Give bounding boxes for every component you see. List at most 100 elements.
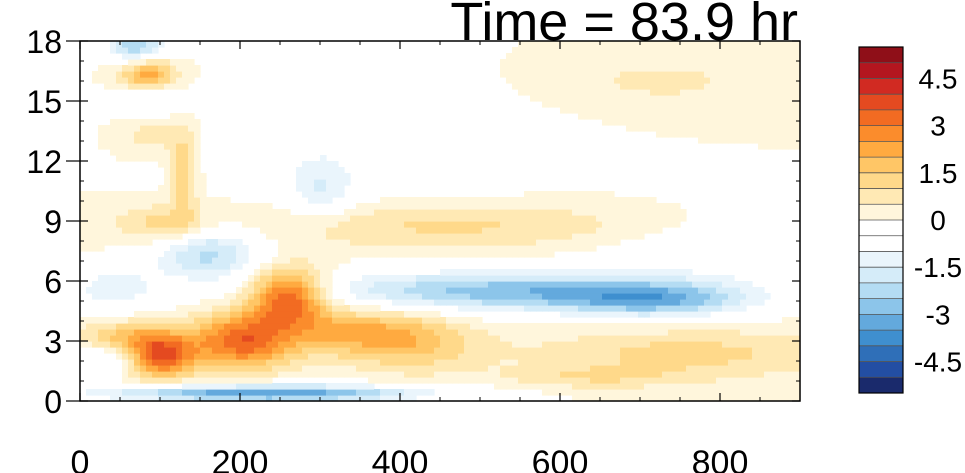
heatmap-cell — [662, 269, 669, 276]
heatmap-cell — [638, 221, 645, 228]
heatmap-cell — [686, 287, 693, 294]
heatmap-cell — [788, 335, 795, 342]
heatmap-cell — [194, 353, 201, 360]
heatmap-cell — [644, 311, 651, 318]
heatmap-cell — [434, 287, 441, 294]
heatmap-cell — [344, 365, 351, 372]
heatmap-cell — [524, 83, 531, 90]
heatmap-cell — [170, 179, 177, 186]
heatmap-cell — [374, 353, 381, 360]
heatmap-cell — [638, 65, 645, 72]
heatmap-cell — [692, 305, 699, 312]
heatmap-cell — [740, 335, 747, 342]
heatmap-cell — [548, 245, 555, 252]
heatmap-cell — [506, 359, 513, 366]
heatmap-cell — [386, 359, 393, 366]
heatmap-cell — [692, 293, 699, 300]
heatmap-cell — [500, 203, 507, 210]
heatmap-cell — [266, 395, 273, 402]
heatmap-cell — [602, 221, 609, 228]
heatmap-cell — [602, 329, 609, 336]
heatmap-cell — [572, 227, 579, 234]
heatmap-cell — [326, 257, 333, 264]
heatmap-cell — [722, 113, 729, 120]
heatmap-cell — [650, 281, 657, 288]
heatmap-cell — [644, 197, 651, 204]
heatmap-cell — [584, 287, 591, 294]
heatmap-cell — [626, 221, 633, 228]
heatmap-cell — [146, 71, 153, 78]
heatmap-cell — [758, 371, 765, 378]
heatmap-cell — [452, 335, 459, 342]
heatmap-cell — [302, 179, 309, 186]
heatmap-cell — [632, 233, 639, 240]
heatmap-cell — [470, 335, 477, 342]
heatmap-cell — [158, 137, 165, 144]
heatmap-cell — [512, 269, 519, 276]
heatmap-cell — [530, 233, 537, 240]
heatmap-cell — [386, 239, 393, 246]
heatmap-cell — [590, 281, 597, 288]
heatmap-cell — [602, 119, 609, 126]
heatmap-cell — [80, 329, 87, 336]
heatmap-cell — [674, 215, 681, 222]
heatmap-cell — [332, 329, 339, 336]
heatmap-cell — [566, 101, 573, 108]
heatmap-cell — [194, 209, 201, 216]
heatmap-cell — [416, 371, 423, 378]
heatmap-cell — [794, 365, 801, 372]
heatmap-cell — [644, 329, 651, 336]
heatmap-cell — [440, 245, 447, 252]
heatmap-cell — [500, 65, 507, 72]
heatmap-cell — [782, 47, 789, 54]
heatmap-cell — [506, 59, 513, 66]
heatmap-cell — [134, 227, 141, 234]
heatmap-cell — [554, 191, 561, 198]
heatmap-cell — [776, 59, 783, 66]
heatmap-cell — [302, 239, 309, 246]
heatmap-cell — [662, 359, 669, 366]
heatmap-cell — [662, 221, 669, 228]
heatmap-cell — [614, 293, 621, 300]
heatmap-cell — [272, 359, 279, 366]
heatmap-cell — [158, 377, 165, 384]
heatmap-cell — [410, 209, 417, 216]
heatmap-cell — [518, 365, 525, 372]
heatmap-cell — [728, 131, 735, 138]
heatmap-cell — [602, 275, 609, 282]
heatmap-cell — [296, 287, 303, 294]
heatmap-cell — [626, 359, 633, 366]
heatmap-cell — [758, 365, 765, 372]
heatmap-cell — [470, 353, 477, 360]
heatmap-cell — [86, 233, 93, 240]
heatmap-cell — [248, 371, 255, 378]
heatmap-cell — [662, 71, 669, 78]
heatmap-cell — [374, 347, 381, 354]
heatmap-cell — [626, 89, 633, 96]
heatmap-cell — [428, 359, 435, 366]
heatmap-cell — [410, 323, 417, 330]
heatmap-cell — [746, 41, 753, 48]
heatmap-cell — [752, 359, 759, 366]
heatmap-cell — [764, 95, 771, 102]
heatmap-cell — [260, 287, 267, 294]
heatmap-cell — [494, 281, 501, 288]
heatmap-cell — [644, 41, 651, 48]
heatmap-cell — [602, 47, 609, 54]
heatmap-cell — [584, 299, 591, 306]
heatmap-cell — [734, 101, 741, 108]
heatmap-cell — [200, 215, 207, 222]
heatmap-cell — [734, 281, 741, 288]
heatmap-cell — [92, 329, 99, 336]
heatmap-cell — [248, 335, 255, 342]
heatmap-cell — [668, 119, 675, 126]
heatmap-cell — [632, 83, 639, 90]
heatmap-cell — [302, 191, 309, 198]
heatmap-cell — [188, 191, 195, 198]
heatmap-cell — [80, 209, 87, 216]
heatmap-cell — [770, 89, 777, 96]
heatmap-cell — [320, 305, 327, 312]
heatmap-cell — [86, 317, 93, 324]
heatmap-cell — [302, 317, 309, 324]
heatmap-cell — [254, 323, 261, 330]
